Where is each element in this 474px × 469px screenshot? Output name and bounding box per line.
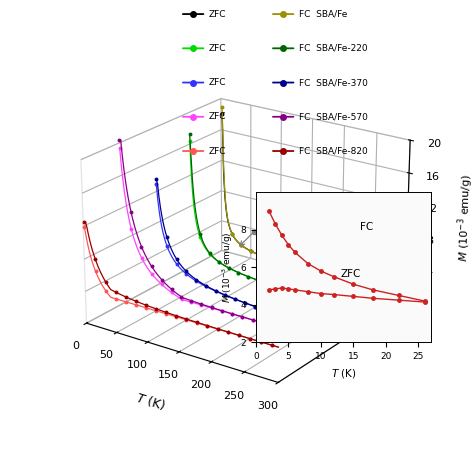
Text: FC  SBA/Fe-370: FC SBA/Fe-370 (299, 78, 367, 87)
Text: ZFC: ZFC (209, 112, 226, 121)
Text: ZFC: ZFC (209, 9, 226, 19)
Text: FC  SBA/Fe-820: FC SBA/Fe-820 (299, 146, 367, 156)
Text: FC: FC (360, 222, 373, 232)
Text: ZFC: ZFC (209, 78, 226, 87)
Text: FC  SBA/Fe-570: FC SBA/Fe-570 (299, 112, 367, 121)
Text: FC  SBA/Fe: FC SBA/Fe (299, 9, 347, 19)
X-axis label: $T$ (K): $T$ (K) (134, 390, 167, 413)
Y-axis label: $M$ (10$^{-3}$ emu/g): $M$ (10$^{-3}$ emu/g) (220, 232, 235, 303)
Text: ZFC: ZFC (209, 44, 226, 53)
Text: ZFC: ZFC (340, 269, 361, 279)
Text: FC  SBA/Fe-220: FC SBA/Fe-220 (299, 44, 367, 53)
Text: ZFC: ZFC (209, 146, 226, 156)
X-axis label: $T$ (K): $T$ (K) (331, 367, 356, 379)
